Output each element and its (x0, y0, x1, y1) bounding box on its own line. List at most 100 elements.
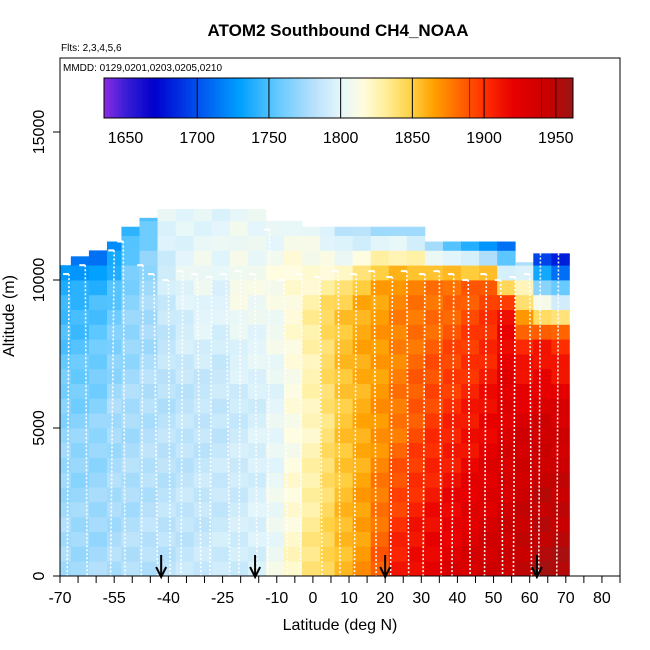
heatmap-cell (334, 324, 354, 340)
colorbar-segment (294, 78, 298, 118)
heatmap-cell (265, 413, 285, 429)
colorbar-segment (361, 78, 366, 118)
arrow-head (155, 566, 168, 580)
heatmap-cell (497, 383, 516, 399)
heatmap-cell (60, 354, 72, 370)
heatmap-cell (121, 383, 140, 399)
heatmap-cell (551, 398, 570, 414)
heatmap-cell (139, 309, 158, 325)
heatmap-cell (265, 250, 285, 266)
heatmap-cell (157, 472, 177, 488)
colorbar-segment (540, 78, 545, 118)
colorbar-segment (452, 78, 457, 118)
heatmap-cell (334, 226, 354, 236)
heatmap-cell (388, 294, 408, 310)
colorbar-segment (147, 78, 152, 118)
colorbar-segment (253, 78, 257, 118)
colorbar-segment (388, 78, 392, 118)
heatmap-cell (157, 208, 177, 222)
heatmap-cell (157, 280, 177, 296)
flight-profile (337, 271, 341, 576)
heatmap-cell (533, 354, 552, 370)
heatmap-cell (265, 487, 285, 503)
heatmap-cell (211, 294, 231, 310)
heatmap-cell (229, 383, 249, 399)
colorbar-segment (476, 78, 480, 118)
colorbar-segment (323, 78, 328, 118)
colorbar-segment (259, 78, 263, 118)
heatmap-cell (388, 265, 408, 281)
colorbar-segment (364, 78, 369, 118)
heatmap-cell (352, 516, 372, 532)
heatmap-cell (479, 339, 498, 355)
colorbar-segment (461, 78, 466, 118)
heatmap-cell (406, 428, 426, 444)
heatmap-cell (442, 250, 462, 266)
heatmap-cell (60, 561, 72, 576)
heatmap-cell (320, 487, 335, 503)
colorbar-segment (124, 78, 128, 118)
colorbar-segment (397, 78, 401, 118)
heatmap-cell (175, 250, 195, 266)
heatmap-cell (139, 472, 158, 488)
heatmap-cell (70, 309, 90, 325)
heatmap-cell (193, 383, 213, 399)
colorbar-segment (423, 78, 427, 118)
x-tick-label: -40 (157, 590, 180, 607)
x-axis: -70 -55 -40 -25 -10 0 10 20 30 40 50 60 70 80 (48, 576, 621, 607)
y-tick-label: 15000 (31, 110, 48, 155)
heatmap-cell (284, 383, 303, 399)
heatmap-cell (70, 280, 90, 296)
heatmap-cell (193, 368, 213, 384)
colorbar-segment (567, 78, 571, 118)
heatmap-cell (302, 265, 321, 281)
heatmap-cell (334, 265, 354, 281)
colorbar-segment (200, 78, 205, 118)
colorbar-segment (534, 78, 539, 118)
heatmap-cell (121, 265, 140, 281)
heatmap-cell (265, 265, 285, 281)
heatmap-cell (106, 546, 122, 562)
heatmap-cell (551, 280, 570, 296)
heatmap-cell (193, 516, 213, 532)
heatmap-cell (461, 354, 480, 370)
heatmap-cell (320, 250, 335, 266)
heatmap-cell (88, 531, 108, 547)
heatmap-cell (515, 487, 534, 503)
heatmap-cell (139, 324, 158, 340)
heatmap-cell (370, 531, 390, 547)
heatmap-cell (533, 546, 552, 562)
heatmap-cell (479, 354, 498, 370)
heatmap-cell (352, 413, 372, 429)
heatmap-cell (229, 442, 249, 458)
heatmap-cell (265, 235, 285, 251)
heatmap-cell (320, 442, 335, 458)
heatmap-cell (424, 442, 444, 458)
heatmap-cell (284, 309, 303, 325)
heatmap-cell (88, 324, 108, 340)
colorbar-segment (414, 78, 419, 118)
heatmap-cell (551, 339, 570, 355)
heatmap-cell (370, 487, 390, 503)
heatmap-cell (121, 250, 140, 266)
heatmap-cell (88, 457, 108, 473)
colorbar-tick-label: 1800 (323, 130, 359, 147)
colorbar-segment (197, 78, 202, 118)
colorbar-segment (335, 78, 339, 118)
heatmap-cell (211, 324, 231, 340)
heatmap-cell (229, 235, 249, 251)
heatmap-cell (88, 502, 108, 518)
heatmap-cell (265, 294, 285, 310)
heatmap-cell (406, 487, 426, 503)
colorbar-segment (499, 78, 504, 118)
heatmap-cell (551, 561, 570, 576)
flight-profile (438, 271, 442, 576)
heatmap-cell (211, 250, 231, 266)
x-tick-label: 30 (412, 590, 430, 607)
heatmap-cell (424, 354, 444, 370)
colorbar-segment (206, 78, 211, 118)
heatmap-cell (533, 339, 552, 355)
heatmap-cell (334, 561, 354, 576)
heatmap-cell (247, 208, 267, 222)
heatmap-cell (229, 398, 249, 414)
